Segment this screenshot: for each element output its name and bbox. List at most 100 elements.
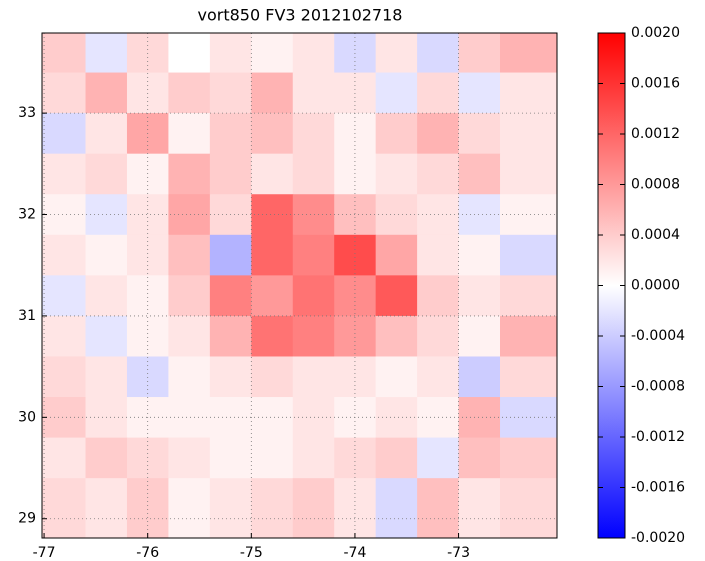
colorbar-tick-label: 0.0004 <box>631 227 680 243</box>
heatmap-cell <box>251 478 293 538</box>
heatmap-cell <box>459 478 501 538</box>
heatmap-cell <box>210 73 252 114</box>
heatmap-cell <box>42 478 86 538</box>
heatmap-cell <box>376 154 418 195</box>
y-tick-label: 32 <box>18 207 36 223</box>
heatmap-cell <box>459 154 501 195</box>
heatmap-cell <box>168 356 210 397</box>
heatmap-cell <box>376 275 418 316</box>
heatmap-cell <box>376 438 418 479</box>
heatmap-cell <box>293 33 335 73</box>
heatmap-cell <box>293 73 335 114</box>
heatmap-cell <box>417 73 459 114</box>
heatmap-cell <box>334 438 376 479</box>
heatmap-cell <box>417 478 459 538</box>
heatmap-cell <box>168 154 210 195</box>
heatmap-cell <box>293 275 335 316</box>
colorbar-tick-label: 0.0008 <box>631 177 680 193</box>
colorbar-tick-label: -0.0016 <box>631 480 685 496</box>
heatmap-cell <box>42 356 86 397</box>
heatmap-cell <box>251 438 293 479</box>
heatmap-cell <box>500 235 557 276</box>
heatmap-cell <box>417 154 459 195</box>
x-tick-label: -76 <box>136 545 159 561</box>
heatmap-cell <box>417 275 459 316</box>
heatmap-cell <box>86 275 128 316</box>
y-tick-label: 33 <box>18 105 36 121</box>
heatmap-cell <box>417 113 459 154</box>
heatmap-cell <box>127 154 169 195</box>
heatmap-cell <box>459 438 501 479</box>
heatmap-cell <box>376 73 418 114</box>
heatmap-cell <box>459 33 501 73</box>
heatmap-cell <box>86 33 128 73</box>
colorbar-tick-label: 0.0016 <box>631 76 680 92</box>
heatmap-cell <box>459 275 501 316</box>
heatmap-cell <box>251 356 293 397</box>
heatmap-cell <box>293 154 335 195</box>
heatmap-cell <box>417 438 459 479</box>
chart: vort850 FV3 2012102718 -77-76-75-74-7329… <box>0 0 705 561</box>
heatmap-cell <box>42 316 86 357</box>
heatmap-cell <box>417 33 459 73</box>
heatmap-cell <box>293 194 335 235</box>
heatmap-cell <box>42 438 86 479</box>
heatmap-cell <box>376 33 418 73</box>
colorbar-tick-label: 0.0012 <box>631 126 680 142</box>
colorbar-tick-label: 0.0000 <box>631 278 680 294</box>
heatmap-cell <box>293 316 335 357</box>
x-tick-label: -75 <box>240 545 263 561</box>
heatmap-cell <box>42 235 86 276</box>
heatmap-cell <box>251 235 293 276</box>
x-tick-label: -77 <box>33 545 56 561</box>
heatmap-cell <box>293 113 335 154</box>
x-tick-label: -74 <box>344 545 367 561</box>
heatmap-cell <box>210 478 252 538</box>
heatmap-cell <box>42 113 86 154</box>
chart-title: vort850 FV3 2012102718 <box>198 6 403 25</box>
heatmap-cell <box>376 397 418 438</box>
heatmap-cell <box>500 316 557 357</box>
heatmap-cell <box>168 316 210 357</box>
heatmap-cell <box>210 438 252 479</box>
colorbar-tick-label: -0.0004 <box>631 328 685 344</box>
heatmap-cell <box>500 438 557 479</box>
heatmap-cell <box>210 154 252 195</box>
x-tick-label: -73 <box>447 545 470 561</box>
heatmap-cell <box>42 33 86 73</box>
heatmap-cell <box>417 235 459 276</box>
heatmap-cell <box>127 316 169 357</box>
heatmap-cell <box>293 397 335 438</box>
heatmap-cell <box>210 235 252 276</box>
heatmap-cell <box>251 275 293 316</box>
heatmap-cell <box>210 316 252 357</box>
heatmap-cell <box>500 356 557 397</box>
heatmap-cell <box>42 154 86 195</box>
heatmap-cell <box>42 275 86 316</box>
heatmap-cell <box>500 113 557 154</box>
heatmap-cell <box>459 113 501 154</box>
heatmap-cell <box>251 154 293 195</box>
heatmap-cell <box>210 275 252 316</box>
y-tick-label: 30 <box>18 409 36 425</box>
heatmap-cell <box>293 235 335 276</box>
heatmap-cell <box>376 478 418 538</box>
heatmap-cell <box>86 478 128 538</box>
heatmap-cell <box>42 194 86 235</box>
heatmap-cell <box>417 316 459 357</box>
heatmap-cell <box>500 33 557 73</box>
heatmap-cell <box>500 478 557 538</box>
heatmap-cell <box>210 356 252 397</box>
heatmap-cell <box>459 235 501 276</box>
heatmap-cell <box>86 356 128 397</box>
heatmap-cell <box>293 356 335 397</box>
heatmap-cell <box>500 275 557 316</box>
heatmap-cell <box>168 73 210 114</box>
heatmap-cell <box>293 478 335 538</box>
heatmap-cell <box>168 478 210 538</box>
heatmap-cell <box>376 113 418 154</box>
heatmap-cell <box>500 397 557 438</box>
heatmap-cell <box>251 113 293 154</box>
heatmap-cell <box>376 194 418 235</box>
heatmap-cell <box>459 73 501 114</box>
